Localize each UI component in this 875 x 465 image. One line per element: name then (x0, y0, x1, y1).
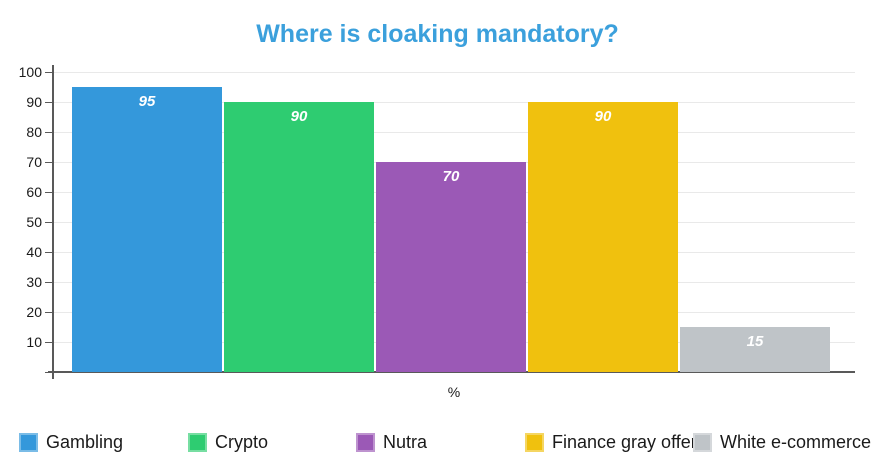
legend-item-nutra: Nutra (356, 433, 427, 452)
gridline (53, 132, 855, 133)
x-axis-line (48, 371, 855, 373)
bar-finance-gray-offers: 90 (528, 102, 678, 372)
y-tick-label: 50 (26, 214, 42, 230)
y-tick-mark (45, 102, 53, 103)
y-tick-label: 30 (26, 274, 42, 290)
legend-label: Crypto (215, 432, 269, 452)
bar-nutra: 70 (376, 162, 526, 372)
gridline (53, 102, 855, 103)
y-tick-mark (45, 252, 53, 253)
y-tick-label: 70 (26, 154, 42, 170)
y-tick-label: 20 (26, 304, 42, 320)
legend-swatch-crypto (188, 433, 207, 452)
legend-label: Gambling (46, 432, 124, 452)
legend-item-white-e-commerce: White e-commerce (693, 433, 871, 452)
y-tick-mark (45, 162, 53, 163)
y-tick-mark (45, 312, 53, 313)
y-tick-mark (45, 132, 53, 133)
y-tick-mark (45, 72, 53, 73)
legend-swatch-white-e-commerce (693, 433, 712, 452)
bar-value-label: 95 (138, 93, 156, 110)
bar-value-label: 70 (442, 168, 460, 185)
y-tick-mark (45, 222, 53, 223)
y-tick-mark (45, 192, 53, 193)
y-tick-label: 80 (26, 124, 42, 140)
legend-item-gambling: Gambling (19, 433, 123, 452)
legend-item-crypto: Crypto (188, 433, 268, 452)
y-axis-line (52, 65, 54, 379)
y-tick-mark (45, 282, 53, 283)
bar-white-e-commerce: 15 (680, 327, 830, 372)
legend-label: Nutra (383, 432, 428, 452)
legend-swatch-gambling (19, 433, 38, 452)
legend-swatch-finance-gray-offers (525, 433, 544, 452)
y-tick-label: 40 (26, 244, 42, 260)
y-tick-mark (45, 342, 53, 343)
legend-label: Finance gray offers (552, 432, 706, 452)
legend-item-finance-gray-offers: Finance gray offers (525, 433, 706, 452)
chart-title: Where is cloaking mandatory? (256, 20, 619, 48)
y-tick-label: 90 (26, 94, 42, 110)
bar-value-label: 90 (594, 108, 612, 125)
bar-value-label: 15 (746, 333, 764, 350)
x-axis-label: % (447, 384, 461, 400)
bar-crypto: 90 (224, 102, 374, 372)
legend-label: White e-commerce (720, 432, 872, 452)
y-tick-label: 10 (26, 334, 42, 350)
legend-swatch-nutra (356, 433, 375, 452)
y-tick-label: 60 (26, 184, 42, 200)
gridline (53, 72, 855, 73)
y-tick-label: 100 (18, 64, 42, 80)
bar-gambling: 95 (72, 87, 222, 372)
bar-value-label: 90 (290, 108, 308, 125)
